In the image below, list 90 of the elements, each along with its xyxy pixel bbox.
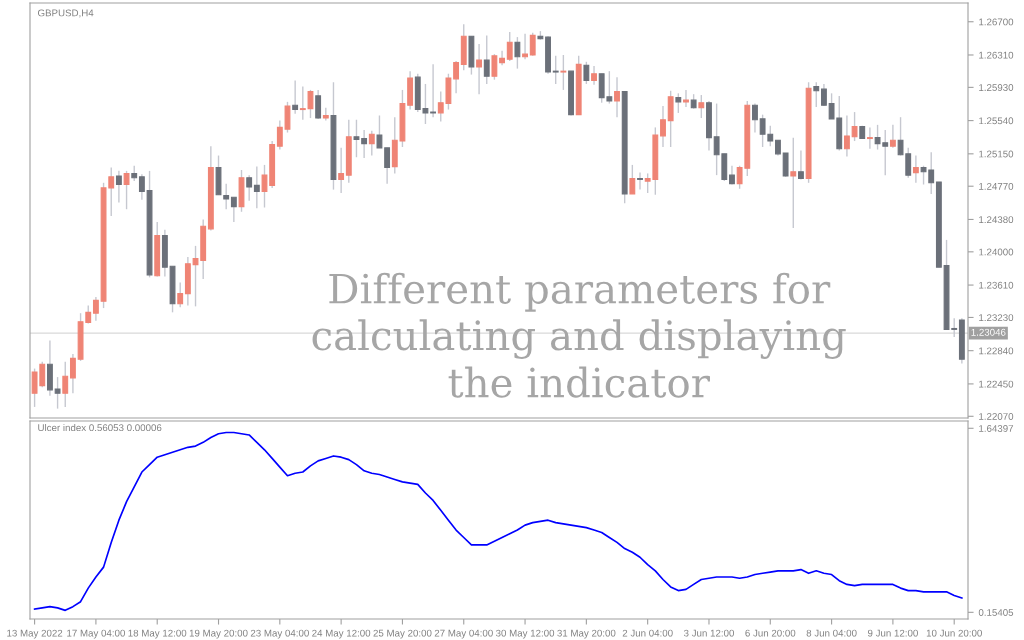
x-tick-label: 13 May 2022 [7, 629, 63, 639]
annotation: Different parameters for calculating and displaying the indicator [312, 272, 846, 398]
candlestick [667, 90, 674, 148]
candlestick [529, 32, 536, 57]
candlestick [614, 76, 620, 118]
candlestick [384, 147, 391, 185]
y-tick-label: 1.23610 [979, 281, 1014, 289]
x-tick-label: 19 May 20:00 [189, 629, 248, 639]
candlestick [912, 154, 919, 184]
candlestick [353, 119, 360, 158]
candlestick [698, 94, 705, 119]
candlestick [138, 173, 145, 201]
y-tick-label: 1.25540 [979, 117, 1014, 125]
x-tick-label: 31 May 20:00 [557, 629, 616, 639]
candlestick [782, 152, 789, 178]
candlestick [683, 89, 689, 108]
ref-line-label: 1.23046 [971, 328, 1006, 336]
candlestick [866, 126, 873, 150]
x-tick-label: 18 May 12:00 [128, 629, 187, 639]
x-tick-label: 3 Jun 12:00 [683, 629, 735, 637]
y-tick-label: 1.22840 [979, 347, 1014, 355]
candlestick [69, 353, 76, 394]
x-tick-label: 27 May 04:00 [434, 629, 493, 639]
candlestick [752, 102, 758, 134]
candlestick [223, 182, 230, 210]
y-tick-label: 1.22450 [979, 380, 1014, 388]
candlestick [637, 171, 643, 191]
line-series [33, 431, 963, 612]
candlestick [843, 114, 850, 158]
candlestick [660, 105, 666, 148]
y-tick-label: 1.26310 [979, 51, 1014, 59]
candlestick [54, 376, 61, 410]
candlestick [253, 165, 260, 210]
candlestick [123, 170, 130, 210]
candlestick [177, 281, 184, 308]
candlestick [230, 196, 237, 223]
candlestick [729, 165, 735, 186]
y-tick-label: 1.24380 [979, 216, 1014, 224]
candlestick [483, 34, 490, 85]
candlestick [361, 129, 368, 159]
y-tick-label: 1.24000 [979, 248, 1014, 256]
x-tick-label: 17 May 04:00 [67, 629, 125, 639]
candlestick [92, 296, 99, 322]
candlestick [629, 164, 636, 195]
candlestick [368, 130, 375, 157]
candlestick [430, 63, 437, 118]
y-tick-label: 1.25930 [979, 84, 1014, 91]
candlestick [453, 60, 460, 95]
x-tick-label: 30 May 12:00 [495, 629, 555, 639]
candlestick [798, 149, 804, 181]
candlestick [376, 114, 383, 149]
candlestick [322, 107, 329, 122]
candlestick [851, 111, 858, 142]
y-tick-label: 1.26700 [979, 18, 1014, 26]
candlestick [338, 147, 345, 194]
candlestick [514, 36, 521, 70]
candlestick [292, 79, 299, 115]
candlestick [506, 31, 513, 62]
candlestick [675, 92, 682, 114]
text: GBPUSD,H4 [37, 9, 94, 18]
y-tick-label: 1.25150 [979, 150, 1014, 158]
y-tick-label: 1.24770 [979, 182, 1014, 190]
candlestick [889, 124, 896, 149]
candlestick [115, 170, 122, 204]
candlestick [62, 361, 69, 408]
candlestick [246, 174, 253, 202]
candlestick [315, 89, 322, 120]
candlestick [476, 43, 483, 95]
chart-title: Ulcer index 0.56053 0.00006 [38, 423, 162, 432]
x-tick-label: 24 May 12:00 [312, 629, 371, 639]
candlestick [813, 81, 820, 108]
candlestick [522, 32, 528, 60]
x-tick-label: 6 Jun 20:00 [745, 629, 796, 637]
candlestick [560, 54, 567, 91]
x-tick-label: 23 May 04:00 [250, 629, 309, 639]
candlestick [583, 61, 590, 85]
x-tick-label: 9 Jun 12:00 [867, 629, 918, 637]
candlestick [591, 65, 597, 86]
candlestick [491, 53, 498, 81]
x-tick-label: 10 Jun 20:00 [926, 629, 982, 637]
x-tick-label: 2 Jun 04:00 [622, 629, 673, 637]
candlestick [790, 136, 797, 229]
x-tick-label: 8 Jun 04:00 [806, 629, 857, 637]
candlestick [552, 55, 559, 85]
y-tick-label: 1.22070 [979, 413, 1014, 420]
y-tick-label: 1.64397 [979, 425, 1014, 432]
y-tick-label: 1.23230 [979, 314, 1014, 322]
y-tick-label: 0.15405 [978, 609, 1014, 616]
candlestick [499, 50, 505, 66]
x-tick-label: 25 May 20:00 [373, 629, 432, 639]
